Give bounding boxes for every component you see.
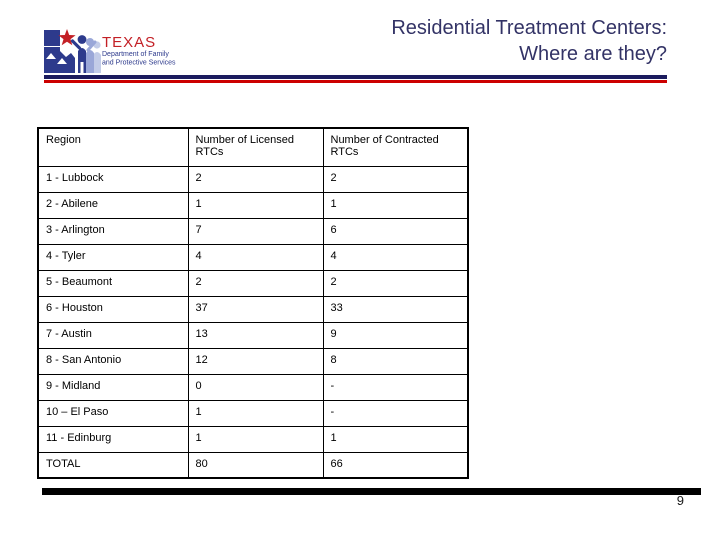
contracted-cell: 8 [322,347,469,375]
total-contracted-cell: 66 [322,451,469,479]
header-rule-navy [44,75,667,79]
region-cell: 11 - Edinburg [37,425,189,453]
licensed-cell: 1 [187,399,324,427]
region-cell: 1 - Lubbock [37,165,189,193]
header-licensed: Number of Licensed RTCs [187,127,324,167]
star-icon [58,29,76,46]
contracted-cell: - [322,399,469,427]
table-row: 10 – El Paso 1 - [37,399,469,427]
agency-logo: TEXAS Department of Family and Protectiv… [44,28,194,74]
region-cell: 3 - Arlington [37,217,189,245]
table-row: 8 - San Antonio 12 8 [37,347,469,375]
logo-block [44,30,60,46]
total-licensed-cell: 80 [187,451,324,479]
footer-bar [42,488,701,495]
licensed-cell: 1 [187,425,324,453]
logo-mountain [44,47,75,73]
region-cell: 10 – El Paso [37,399,189,427]
logo-mountain-highlight [46,53,56,59]
logo-mountain-highlight [57,58,67,64]
contracted-cell: - [322,373,469,401]
region-cell: 2 - Abilene [37,191,189,219]
header-rule-red [44,80,667,83]
licensed-cell: 37 [187,295,324,323]
contracted-cell: 2 [322,165,469,193]
table-row: 6 - Houston 37 33 [37,295,469,323]
contracted-cell: 1 [322,425,469,453]
figure-body [78,48,86,73]
header-region: Region [37,127,189,167]
licensed-cell: 12 [187,347,324,375]
region-cell: 8 - San Antonio [37,347,189,375]
page-number: 9 [676,493,684,508]
contracted-cell: 9 [322,321,469,349]
licensed-cell: 7 [187,217,324,245]
slide-title: Residential Treatment Centers: Where are… [391,15,667,67]
logo-brand-text: TEXAS [102,34,156,51]
region-cell: 7 - Austin [37,321,189,349]
header-contracted: Number of Contracted RTCs [322,127,469,167]
region-cell: 4 - Tyler [37,243,189,271]
region-cell: 9 - Midland [37,373,189,401]
table-header-row: Region Number of Licensed RTCs Number of… [37,127,469,167]
slide-title-line2: Where are they? [519,43,667,65]
contracted-cell: 2 [322,269,469,297]
licensed-cell: 13 [187,321,324,349]
contracted-cell: 1 [322,191,469,219]
table-row: 9 - Midland 0 - [37,373,469,401]
table-row: 11 - Edinburg 1 1 [37,425,469,453]
contracted-cell: 6 [322,217,469,245]
figure-arm [86,40,97,52]
table-row: 2 - Abilene 1 1 [37,191,469,219]
contracted-cell: 4 [322,243,469,271]
logo-dept-line1: Department of Family [102,51,169,58]
table-row: 4 - Tyler 4 4 [37,243,469,271]
figure-arm [70,39,82,50]
table-row: 1 - Lubbock 2 2 [37,165,469,193]
table-row: 3 - Arlington 7 6 [37,217,469,245]
agency-logo-graphic: TEXAS Department of Family and Protectiv… [44,29,176,73]
licensed-cell: 2 [187,269,324,297]
licensed-cell: 2 [187,165,324,193]
contracted-cell: 33 [322,295,469,323]
table-row: 7 - Austin 13 9 [37,321,469,349]
total-label-cell: TOTAL [37,451,189,479]
logo-dept-line2: and Protective Services [102,60,176,67]
licensed-cell: 1 [187,191,324,219]
licensed-cell: 4 [187,243,324,271]
region-cell: 6 - Houston [37,295,189,323]
licensed-cell: 0 [187,373,324,401]
figure-body [86,50,94,73]
table-total-row: TOTAL 80 66 [37,451,469,479]
rtc-table: Region Number of Licensed RTCs Number of… [37,127,469,479]
figure-body [93,52,101,73]
slide-title-line1: Residential Treatment Centers: [391,17,667,39]
figure-head [77,35,87,44]
table-row: 5 - Beaumont 2 2 [37,269,469,297]
region-cell: 5 - Beaumont [37,269,189,297]
